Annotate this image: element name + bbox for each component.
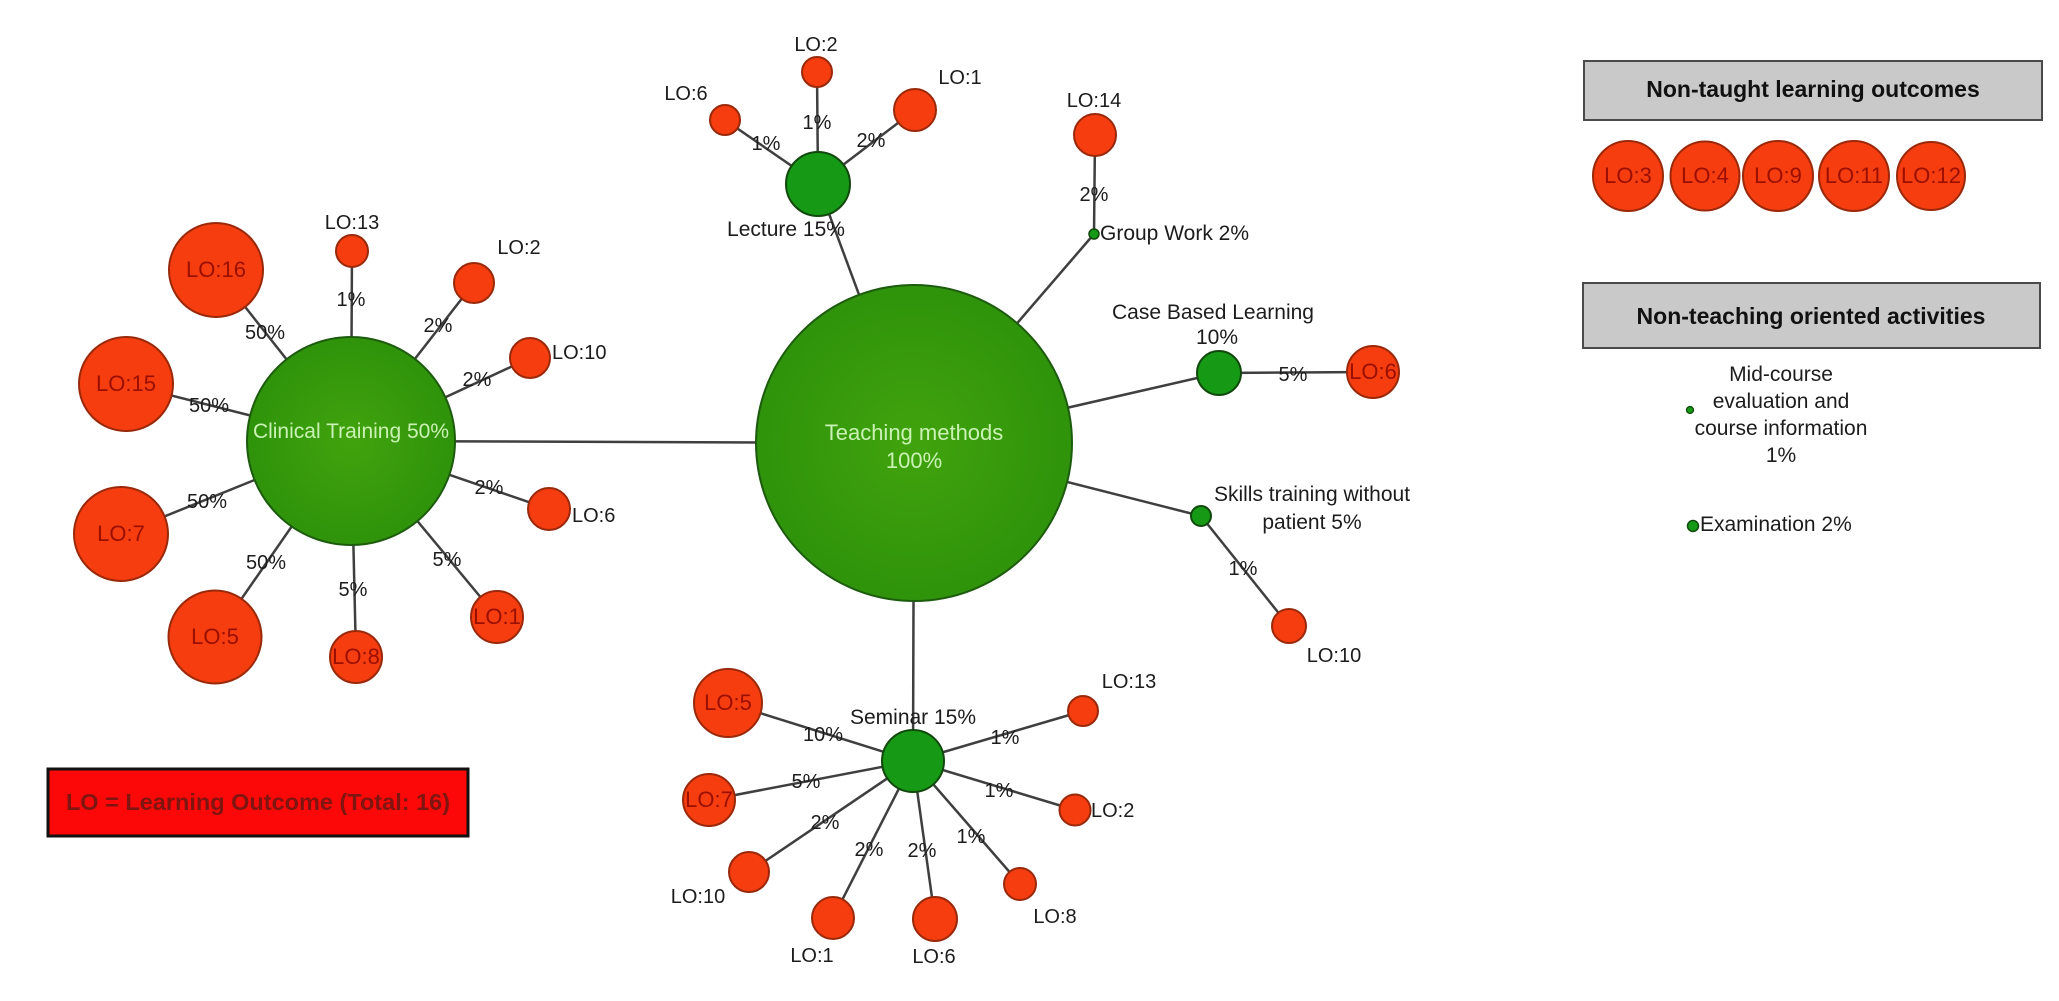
svg-text:100%: 100% bbox=[886, 448, 942, 473]
svg-text:LO:9: LO:9 bbox=[1754, 163, 1802, 188]
svg-text:1%: 1% bbox=[1229, 558, 1258, 580]
svg-text:Clinical Training 50%: Clinical Training 50% bbox=[253, 420, 449, 443]
svg-text:10%: 10% bbox=[1196, 326, 1238, 349]
svg-text:1%: 1% bbox=[985, 780, 1014, 802]
svg-text:2%: 2% bbox=[908, 840, 937, 862]
svg-text:5%: 5% bbox=[1279, 364, 1308, 386]
svg-text:LO:4: LO:4 bbox=[1681, 163, 1729, 188]
svg-text:LO:13: LO:13 bbox=[1102, 671, 1156, 693]
svg-text:2%: 2% bbox=[424, 315, 453, 337]
svg-text:LO:7: LO:7 bbox=[685, 787, 733, 812]
svg-text:5%: 5% bbox=[339, 579, 368, 601]
svg-text:LO:5: LO:5 bbox=[191, 624, 239, 649]
svg-text:Skills training without: Skills training without bbox=[1214, 483, 1410, 506]
svg-text:5%: 5% bbox=[792, 771, 821, 793]
svg-text:Case Based Learning: Case Based Learning bbox=[1112, 301, 1314, 324]
svg-text:LO = Learning Outcome (Total:: LO = Learning Outcome (Total: 16) bbox=[66, 789, 450, 815]
svg-text:Group Work 2%: Group Work 2% bbox=[1100, 222, 1249, 245]
svg-text:evaluation and: evaluation and bbox=[1713, 390, 1850, 413]
svg-text:10%: 10% bbox=[803, 724, 843, 746]
svg-text:LO:1: LO:1 bbox=[790, 945, 833, 967]
svg-text:LO:10: LO:10 bbox=[1307, 645, 1361, 667]
svg-text:LO:11: LO:11 bbox=[1825, 163, 1883, 188]
svg-text:5%: 5% bbox=[433, 549, 462, 571]
svg-text:LO:8: LO:8 bbox=[332, 644, 380, 669]
svg-text:Non-taught learning outcomes: Non-taught learning outcomes bbox=[1646, 76, 1980, 102]
svg-text:LO:13: LO:13 bbox=[325, 212, 379, 234]
svg-text:LO:12: LO:12 bbox=[1901, 163, 1961, 188]
svg-text:Non-teaching oriented activiti: Non-teaching oriented activities bbox=[1637, 303, 1986, 329]
svg-text:50%: 50% bbox=[245, 322, 285, 344]
svg-text:2%: 2% bbox=[475, 477, 504, 499]
svg-text:LO:3: LO:3 bbox=[1604, 163, 1652, 188]
svg-text:LO:6: LO:6 bbox=[1349, 359, 1397, 384]
svg-text:2%: 2% bbox=[463, 369, 492, 391]
svg-text:2%: 2% bbox=[811, 812, 840, 834]
svg-text:LO:1: LO:1 bbox=[938, 67, 981, 89]
svg-text:LO:15: LO:15 bbox=[96, 371, 156, 396]
svg-text:LO:16: LO:16 bbox=[186, 257, 246, 282]
svg-text:2%: 2% bbox=[857, 130, 886, 152]
svg-text:LO:6: LO:6 bbox=[664, 83, 707, 105]
svg-text:1%: 1% bbox=[991, 727, 1020, 749]
svg-text:LO:6: LO:6 bbox=[572, 505, 615, 527]
svg-text:Lecture 15%: Lecture 15% bbox=[727, 218, 845, 241]
svg-text:LO:10: LO:10 bbox=[552, 342, 606, 364]
svg-text:LO:1: LO:1 bbox=[473, 604, 521, 629]
svg-text:LO:2: LO:2 bbox=[794, 34, 837, 56]
svg-text:LO:14: LO:14 bbox=[1067, 90, 1121, 112]
svg-text:LO:2: LO:2 bbox=[497, 237, 540, 259]
svg-text:50%: 50% bbox=[187, 491, 227, 513]
svg-text:1%: 1% bbox=[337, 289, 366, 311]
svg-text:50%: 50% bbox=[189, 395, 229, 417]
svg-text:course information: course information bbox=[1695, 417, 1868, 440]
svg-text:2%: 2% bbox=[855, 839, 884, 861]
svg-text:1%: 1% bbox=[803, 112, 832, 134]
svg-text:Seminar 15%: Seminar 15% bbox=[850, 706, 976, 729]
svg-text:Mid-course: Mid-course bbox=[1729, 363, 1833, 386]
svg-text:LO:10: LO:10 bbox=[671, 886, 725, 908]
svg-text:50%: 50% bbox=[246, 552, 286, 574]
svg-text:1%: 1% bbox=[752, 133, 781, 155]
svg-text:1%: 1% bbox=[957, 826, 986, 848]
svg-text:2%: 2% bbox=[1080, 184, 1109, 206]
svg-text:LO:8: LO:8 bbox=[1033, 906, 1076, 928]
svg-text:LO:6: LO:6 bbox=[912, 946, 955, 968]
svg-text:LO:5: LO:5 bbox=[704, 690, 752, 715]
svg-text:Examination 2%: Examination 2% bbox=[1700, 513, 1852, 536]
svg-text:Teaching methods: Teaching methods bbox=[825, 420, 1004, 445]
svg-text:patient 5%: patient 5% bbox=[1262, 511, 1361, 534]
svg-text:LO:7: LO:7 bbox=[97, 521, 145, 546]
svg-text:1%: 1% bbox=[1766, 444, 1796, 467]
svg-text:LO:2: LO:2 bbox=[1091, 800, 1134, 822]
